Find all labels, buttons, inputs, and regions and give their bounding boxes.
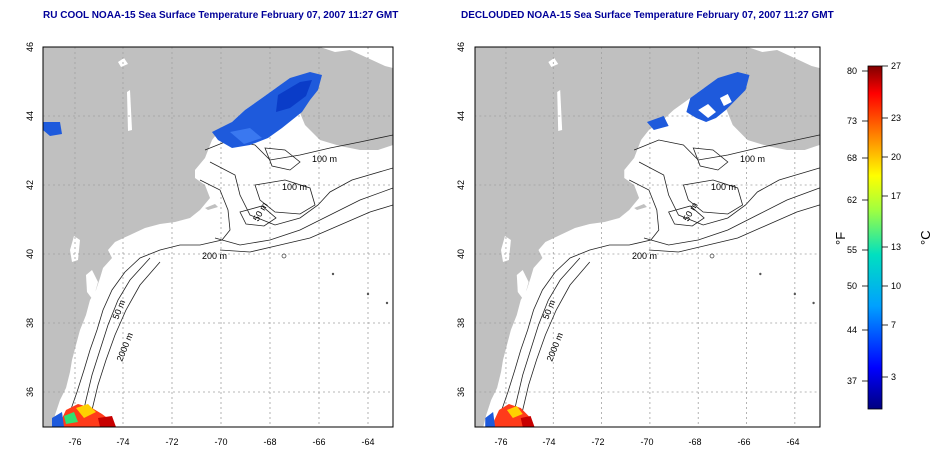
lon-tick-label: -68 bbox=[263, 437, 276, 447]
contour-label-100m: 100 m bbox=[740, 154, 765, 164]
lat-tick-label: 44 bbox=[456, 111, 466, 121]
lat-tick-label: 40 bbox=[456, 249, 466, 259]
lat-tick-label: 46 bbox=[25, 42, 35, 52]
colorbar-c-tick: 20 bbox=[891, 152, 901, 162]
lon-tick-label: -68 bbox=[688, 437, 701, 447]
lat-tick-label: 40 bbox=[25, 249, 35, 259]
lon-tick-label: -64 bbox=[786, 437, 799, 447]
lon-tick-label: -74 bbox=[542, 437, 555, 447]
colorbar-c-tick: 23 bbox=[891, 113, 901, 123]
colorbar-c-tick: 3 bbox=[891, 372, 896, 382]
colorbar-celsius-label: °C bbox=[918, 230, 933, 245]
contour-label-100m: 100 m bbox=[312, 154, 337, 164]
lon-tick-label: -76 bbox=[68, 437, 81, 447]
lon-tick-label: -70 bbox=[640, 437, 653, 447]
lat-tick-label: 36 bbox=[456, 387, 466, 397]
right-map-panel bbox=[475, 47, 820, 427]
lon-tick-label: -74 bbox=[116, 437, 129, 447]
colorbar-f-tick: 37 bbox=[847, 376, 857, 386]
contour-label-100m: 100 m bbox=[711, 182, 736, 192]
lat-tick-label: 42 bbox=[25, 180, 35, 190]
colorbar-f-tick: 62 bbox=[847, 195, 857, 205]
lon-tick-label: -64 bbox=[361, 437, 374, 447]
colorbar-c-tick: 7 bbox=[891, 320, 896, 330]
lon-tick-label: -66 bbox=[737, 437, 750, 447]
colorbar-f-tick: 80 bbox=[847, 66, 857, 76]
lon-tick-label: -72 bbox=[591, 437, 604, 447]
lat-tick-label: 44 bbox=[25, 111, 35, 121]
right-map-title: DECLOUDED NOAA-15 Sea Surface Temperatur… bbox=[461, 10, 834, 21]
lat-tick-label: 38 bbox=[25, 318, 35, 328]
contour-label-200m: 200 m bbox=[202, 251, 227, 261]
lat-tick-label: 42 bbox=[456, 180, 466, 190]
contour-label-100m: 100 m bbox=[282, 182, 307, 192]
contour-label-200m: 200 m bbox=[632, 251, 657, 261]
colorbar-c-tick: 17 bbox=[891, 191, 901, 201]
colorbar-f-tick: 44 bbox=[847, 325, 857, 335]
lat-tick-label: 36 bbox=[25, 387, 35, 397]
colorbar-f-tick: 73 bbox=[847, 116, 857, 126]
lon-tick-label: -72 bbox=[165, 437, 178, 447]
lat-tick-label: 38 bbox=[456, 318, 466, 328]
lat-tick-label: 46 bbox=[456, 42, 466, 52]
lon-tick-label: -66 bbox=[312, 437, 325, 447]
colorbar-f-tick: 50 bbox=[847, 281, 857, 291]
left-map-title: RU COOL NOAA-15 Sea Surface Temperature … bbox=[43, 10, 399, 21]
lon-tick-label: -70 bbox=[214, 437, 227, 447]
colorbar-c-tick: 10 bbox=[891, 281, 901, 291]
lon-tick-label: -76 bbox=[494, 437, 507, 447]
left-map-panel bbox=[43, 47, 393, 427]
colorbar-fahrenheit-label: °F bbox=[833, 232, 848, 245]
colorbar-f-tick: 68 bbox=[847, 153, 857, 163]
colorbar-f-tick: 55 bbox=[847, 245, 857, 255]
colorbar-c-tick: 27 bbox=[891, 61, 901, 71]
colorbar-c-tick: 13 bbox=[891, 242, 901, 252]
colorbar: 80 73 68 62 55 50 44 37 bbox=[833, 61, 933, 410]
